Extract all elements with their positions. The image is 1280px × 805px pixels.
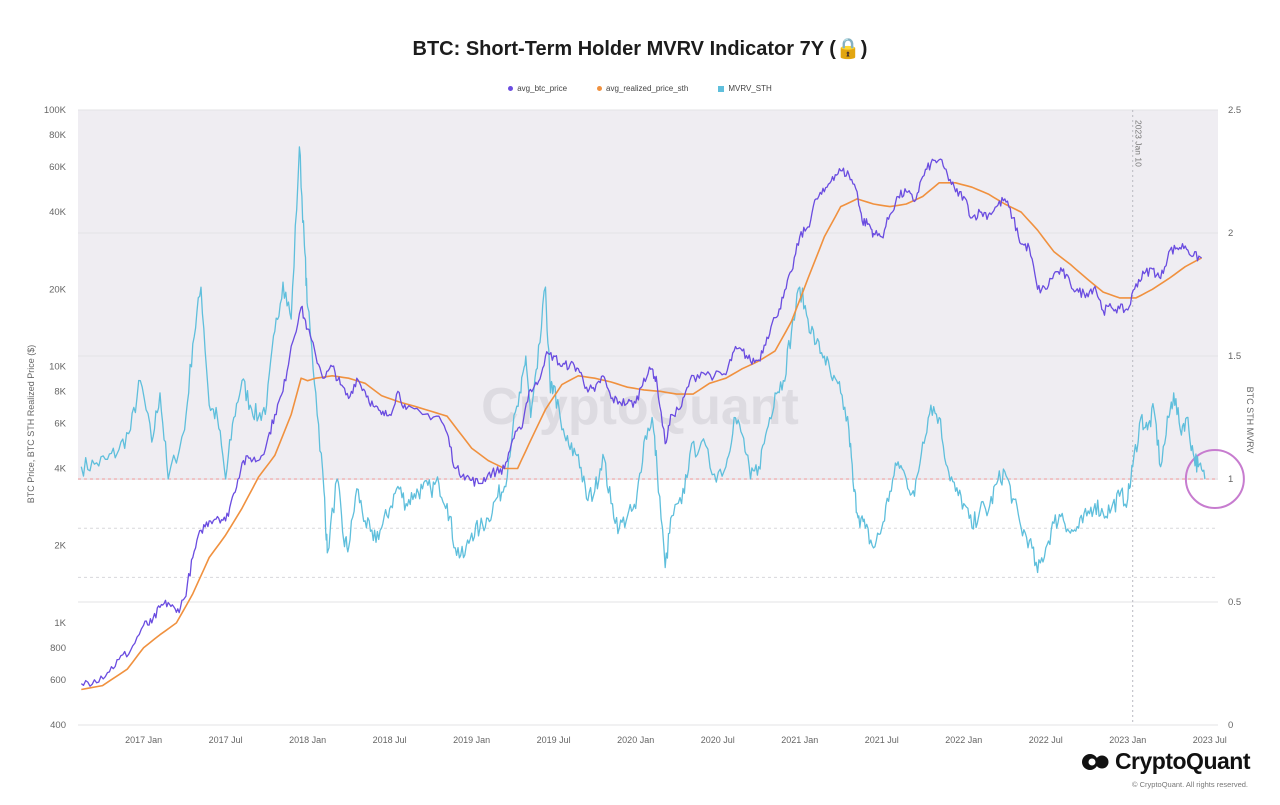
cryptoquant-logo-icon [1081,753,1109,770]
legend-label: MVRV_STH [728,84,772,93]
x-tick-label: 2018 Jan [289,735,326,745]
legend-item-avg-realized-price-sth[interactable]: avg_realized_price_sth [597,84,688,93]
left-tick-label: 6K [54,418,66,429]
left-tick-label: 400 [50,720,66,731]
right-tick-label: 1 [1228,474,1233,485]
x-tick-label: 2019 Jan [453,735,490,745]
series-lines [80,146,1206,691]
x-tick-label: 2020 Jul [701,735,735,745]
series-line-MVRV_STH [80,146,1206,574]
annotations: 2023 Jan 10 [78,110,1245,725]
left-axis-ticks: 400 600 800 1K 2K 4K 6K 8K 10K 20K 40K 60K 80K 100K [44,105,67,731]
brand-logo[interactable]: CryptoQuant [1081,748,1251,775]
x-tick-label: 2023 Jul [1193,735,1227,745]
chart-legend: avg_btc_price avg_realized_price_sth MVR… [0,84,1280,93]
legend-label: avg_realized_price_sth [606,84,689,93]
x-tick-label: 2019 Jul [537,735,571,745]
right-tick-label: 2.5 [1228,105,1241,116]
legend-item-mvrv-sth[interactable]: MVRV_STH [718,84,772,93]
x-tick-label: 2018 Jul [373,735,407,745]
right-tick-label: 2 [1228,228,1233,239]
x-tick-label: 2023 Jan [1109,735,1146,745]
left-tick-label: 8K [54,386,66,397]
left-tick-label: 40K [49,207,67,218]
above-threshold-background [78,110,1218,480]
legend-square-icon [718,85,725,92]
left-tick-label: 20K [49,284,67,295]
series-line-avg_realized_price_sth [81,182,1202,691]
gridlines [78,109,1218,726]
right-axis-ticks: 0 0.5 1 1.5 2 2.5 [1228,105,1241,731]
x-tick-label: 2017 Jul [209,735,243,745]
x-tick-label: 2021 Jul [865,735,899,745]
left-tick-label: 2K [54,541,66,552]
legend-dot-icon [597,86,603,91]
left-axis-label: BTC Price, BTC STH Realized Price ($) [26,345,36,504]
left-tick-label: 100K [44,105,67,116]
series-line-avg_btc_price [80,158,1202,687]
x-tick-label: 2020 Jan [617,735,654,745]
highlight-circle [1184,449,1245,509]
date-marker-label: 2023 Jan 10 [1134,120,1144,167]
right-tick-label: 0 [1228,720,1233,731]
x-tick-label: 2022 Jul [1029,735,1063,745]
left-tick-label: 60K [49,162,67,173]
right-axis-label: BTC STH MVRV [1245,387,1255,454]
brand-name: CryptoQuant [1114,748,1251,774]
left-tick-label: 4K [54,464,66,475]
right-tick-label: 0.5 [1228,597,1241,608]
left-tick-label: 600 [50,675,66,686]
legend-item-avg-btc-price[interactable]: avg_btc_price [508,84,567,93]
left-tick-label: 800 [50,643,66,654]
x-axis-ticks: 2017 Jan 2017 Jul 2018 Jan 2018 Jul 2019 Jan… [125,735,1227,745]
legend-dot-icon [508,86,514,91]
x-tick-label: 2017 Jan [125,735,162,745]
x-tick-label: 2021 Jan [781,735,818,745]
legend-label: avg_btc_price [517,84,568,93]
copyright: © CryptoQuant. All rights reserved. [1132,780,1248,789]
left-tick-label: 10K [49,361,67,372]
x-tick-label: 2022 Jan [945,735,982,745]
chart-title: BTC: Short-Term Holder MVRV Indicator 7Y… [412,38,868,60]
left-tick-label: 1K [54,618,66,629]
left-tick-label: 80K [49,130,67,141]
right-tick-label: 1.5 [1228,351,1241,362]
